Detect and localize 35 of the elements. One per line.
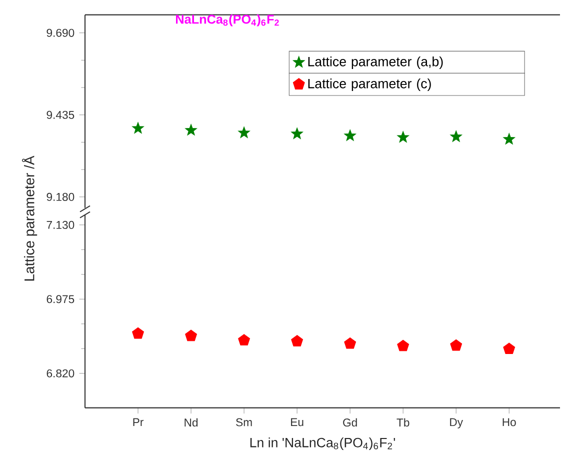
x-tick-label: Tb [396,418,410,427]
point [344,130,356,141]
x-tick-label: Pr [133,418,144,426]
point [450,339,462,351]
point [344,337,356,349]
point [450,130,462,142]
point [291,128,304,140]
point [503,133,516,145]
legend-label: Lattice parameter (c) [308,78,431,92]
y-tick-label: 9.690 [46,28,74,37]
x-tick-label: Eu [291,418,304,426]
x-tick-label: Gd [343,418,357,427]
text: Ln in 'NaLnCa$_{8}$(PO$_{4}$)$_{6}$F$_{2}$' [250,438,396,450]
point [397,340,410,352]
x-tick-label: Ho [502,418,516,426]
point [132,327,144,339]
y-tick-label: 6.820 [46,369,74,378]
y-axis-title: Lattice parameter /Å [22,156,38,281]
point [132,122,144,134]
point [185,330,198,342]
x-tick-label: Dy [450,418,463,428]
y-tick-label: 6.975 [46,295,74,304]
y-tick-label: 9.180 [46,192,74,201]
x-tick-label: Nd [184,418,198,427]
point [397,131,410,143]
point [238,334,250,346]
legend-label: Lattice parameter (a,b) [308,56,443,70]
y-tick-label: 9.435 [46,110,74,119]
chart-title: NaLnCa$_{8}$(PO$_{4}$)$_{6}$F$_{2}$ [176,14,279,26]
point [291,335,304,346]
point [503,342,516,354]
y-tick-label: 7.130 [46,220,74,229]
point [238,126,250,138]
x-tick-label: Sm [236,418,252,426]
point [185,124,198,136]
